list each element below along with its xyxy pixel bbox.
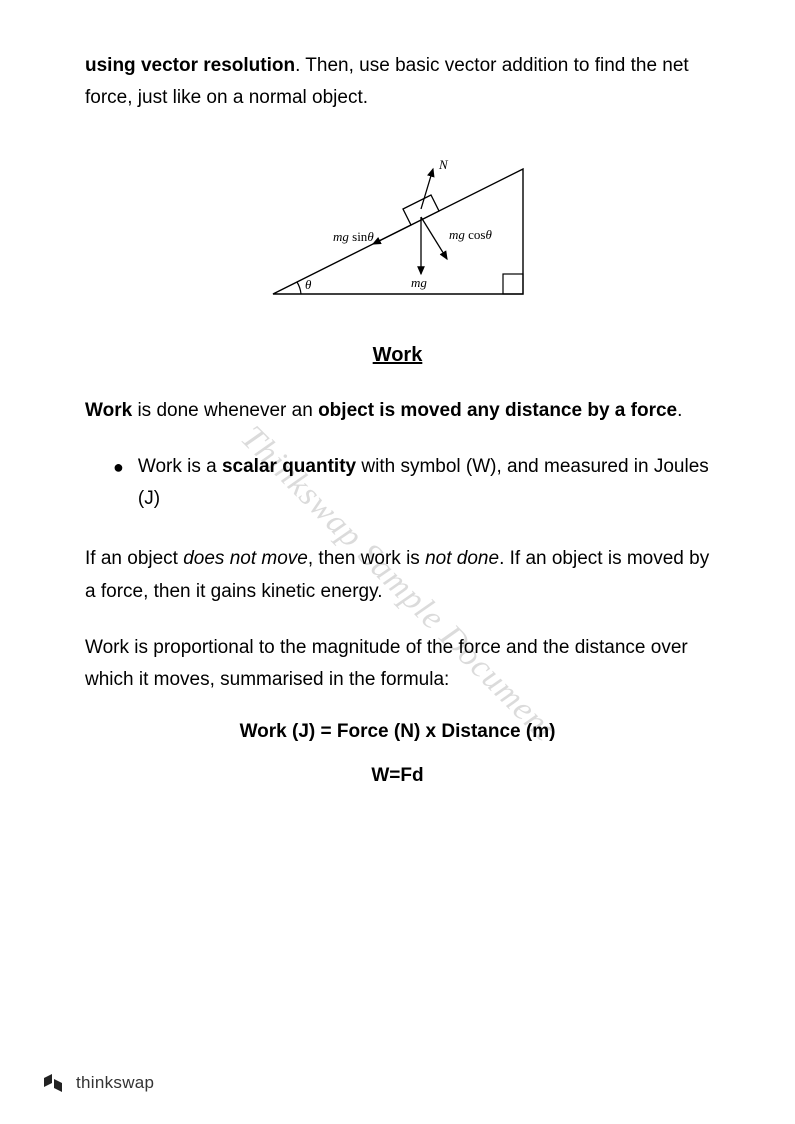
work-heading: Work xyxy=(85,344,710,367)
work-definition: Work is done whenever an object is moved… xyxy=(85,395,710,427)
angle-theta-label: θ xyxy=(305,277,312,292)
nm-p1: If an object xyxy=(85,548,183,569)
incline-diagram: θ N mg mg cosθ mg sinθ xyxy=(85,139,710,314)
not-move-paragraph: If an object does not move, then work is… xyxy=(85,543,710,608)
mgsin-label: mg sinθ xyxy=(333,229,374,244)
bullet-bold: scalar quantity xyxy=(222,456,356,477)
intro-paragraph: using vector resolution. Then, use basic… xyxy=(85,50,710,115)
formula-long: Work (J) = Force (N) x Distance (m) xyxy=(85,721,710,743)
mgcos-label: mg cosθ xyxy=(449,227,492,242)
def-tail: object is moved any distance by a force xyxy=(318,400,677,421)
def-lead: Work xyxy=(85,400,132,421)
footer-brand: thinkswap xyxy=(76,1073,154,1093)
nm-i2: not done xyxy=(425,548,499,569)
intro-bold: using vector resolution xyxy=(85,55,295,76)
proportional-paragraph: Work is proportional to the magnitude of… xyxy=(85,632,710,697)
nm-i1: does not move xyxy=(183,548,308,569)
footer: thinkswap xyxy=(40,1070,154,1096)
def-mid: is done whenever an xyxy=(132,400,318,421)
thinkswap-logo-icon xyxy=(40,1070,66,1096)
nm-p2: , then work is xyxy=(308,548,425,569)
bullet-icon: ● xyxy=(113,451,124,516)
bullet-pre: Work is a xyxy=(138,456,222,477)
def-period: . xyxy=(677,400,682,421)
n-label: N xyxy=(438,157,449,172)
mg-label: mg xyxy=(411,275,427,290)
formula-short: W=Fd xyxy=(85,765,710,787)
bullet-item: ● Work is a scalar quantity with symbol … xyxy=(113,451,710,516)
bullet-text: Work is a scalar quantity with symbol (W… xyxy=(138,451,710,516)
